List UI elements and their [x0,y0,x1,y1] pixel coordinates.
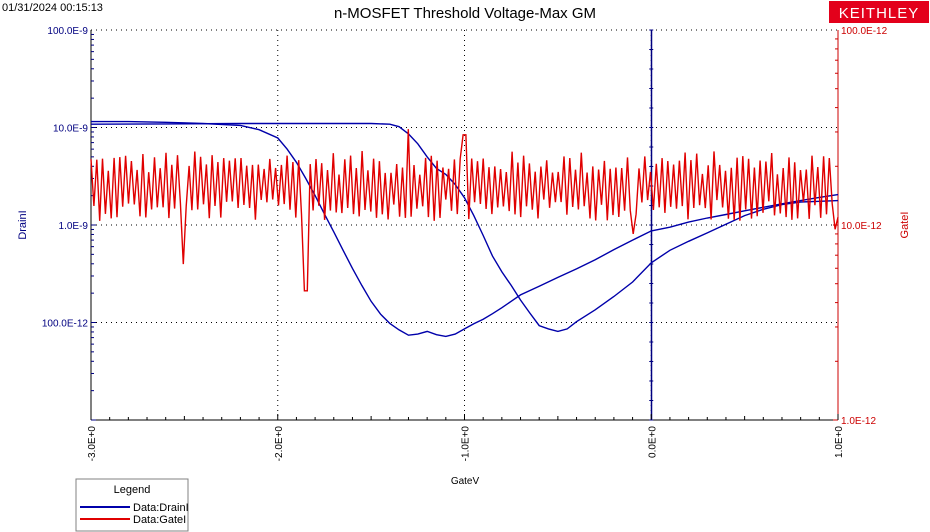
legend: Legend Data:DrainI Data:GateI [75,478,189,532]
ticks [90,29,839,421]
x-tick-label: -3.0E+0 [87,426,98,462]
y-axis-left-label: DrainI [17,210,29,239]
chart-title: n-MOSFET Threshold Voltage-Max GM [334,5,596,22]
x-tick-label: -1.0E+0 [461,426,472,462]
y-left-tick-label: 100.0E-12 [42,319,89,330]
y-left-tick-label: 1.0E-9 [59,221,89,232]
brand-logo-text: KEITHLEY [839,5,920,22]
x-tick-label: -2.0E+0 [274,426,285,462]
y-right-tick-label: 100.0E-12 [841,26,888,37]
legend-title: Legend [114,484,151,496]
legend-box [75,478,189,532]
y-left-tick-label: 100.0E-9 [47,26,88,37]
y-left-tick-label: 10.0E-9 [53,124,88,135]
brand-logo-box [829,1,929,23]
timestamp: 01/31/2024 00:15:13 [2,2,103,14]
series-layer [90,120,839,338]
x-tick-label: 1.0E+0 [834,426,845,458]
series-gate-current-line [90,129,839,292]
x-axis-label: GateV [451,476,480,487]
tick-labels: 100.0E-9 10.0E-9 1.0E-9 100.0E-12 100.0E-12 1… [42,26,888,461]
brand-logo: KEITHLEY [829,1,929,23]
x-tick-label: 0.0E+0 [647,426,658,458]
legend-label-gate-current: Data:GateI [133,514,186,526]
series-drain-current-curve-0 [91,120,839,338]
series-drain-current-curve-1 [90,122,839,333]
grid [91,29,838,420]
y-right-tick-label: 1.0E-12 [841,416,876,427]
y-right-tick-label: 10.0E-12 [841,221,882,232]
y-axis-right-label: GateI [899,212,911,239]
legend-label-drain-current: Data:DrainI [133,502,189,514]
